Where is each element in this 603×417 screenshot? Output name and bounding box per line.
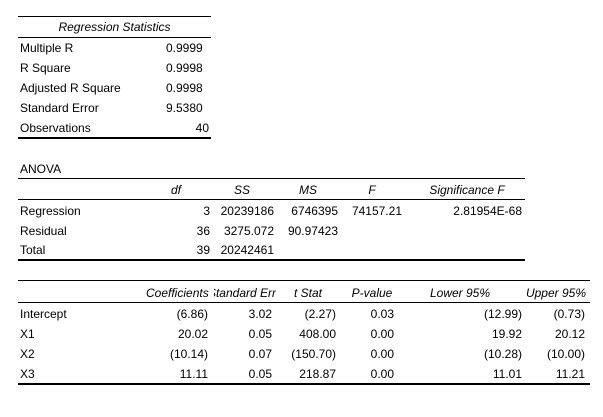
- top-rule: [18, 280, 590, 281]
- coef-p-value: 0.03: [370, 307, 394, 321]
- coef-standard-error: 0.05: [248, 367, 272, 381]
- coef-lower-95: (10.28): [483, 347, 522, 361]
- anova-df: 36: [196, 224, 210, 238]
- bottom-rule: [18, 259, 525, 261]
- coef-upper-95: 11.21: [555, 367, 585, 381]
- coef-value: 11.11: [179, 367, 208, 381]
- coef-standard-error: 3.02: [248, 307, 272, 321]
- coef-lower-95: 11.01: [492, 367, 522, 381]
- stat-value: 40: [195, 121, 209, 135]
- coef-row-label: X2: [20, 347, 35, 361]
- coef-p-value: 0.00: [370, 347, 394, 361]
- anova-header-ms: MS: [299, 183, 317, 197]
- coef-value: (6.86): [176, 307, 208, 321]
- coef-header-t-stat: t Stat: [293, 286, 322, 300]
- stat-label: Adjusted R Square: [20, 81, 121, 95]
- coef-row-label: X3: [20, 367, 35, 381]
- anova-ss: 20239186: [220, 204, 274, 218]
- anova-df: 3: [203, 204, 210, 218]
- top-rule: [18, 178, 525, 179]
- stat-label: Multiple R: [20, 41, 74, 55]
- regression-statistics-title: Regression Statistics: [58, 20, 171, 34]
- anova-row-label: Total: [20, 243, 46, 257]
- coef-header-p-value: P-value: [351, 286, 393, 300]
- coef-value: 20.02: [177, 327, 208, 341]
- stat-value: 0.9998: [166, 61, 203, 75]
- coef-header-lower-95: Lower 95%: [429, 286, 491, 300]
- coef-p-value: 0.00: [370, 327, 394, 341]
- coef-header-coefficients: Coefficients: [146, 286, 209, 300]
- coef-upper-95: 20.12: [554, 327, 585, 341]
- top-rule: [18, 16, 211, 17]
- coef-header-upper-95: Upper 95%: [525, 286, 587, 300]
- coef-row-label: Intercept: [20, 307, 67, 321]
- coef-t-stat: 218.87: [299, 367, 336, 381]
- coef-lower-95: (12.99): [483, 307, 522, 321]
- coef-standard-error: 0.05: [248, 327, 272, 341]
- anova-header-ss: SS: [233, 183, 250, 197]
- coef-upper-95: (10.00): [546, 347, 585, 361]
- anova-f: 74157.21: [351, 204, 402, 218]
- header-rule: [18, 199, 525, 200]
- coef-standard-error: 0.07: [248, 347, 272, 361]
- stat-value: 0.9998: [166, 81, 203, 95]
- anova-ss: 20242461: [220, 243, 274, 257]
- coef-header-standard-error: Standard Err: [214, 286, 276, 300]
- coef-value: (10.14): [169, 347, 208, 361]
- coef-upper-95: (0.73): [553, 307, 585, 321]
- anova-row-label: Regression: [20, 204, 81, 218]
- stat-label: Standard Error: [20, 101, 99, 115]
- anova-df: 39: [196, 243, 210, 257]
- anova-header-df: df: [170, 183, 181, 197]
- header-rule: [18, 302, 590, 303]
- bottom-rule: [18, 137, 211, 139]
- coef-row-label: X1: [20, 327, 35, 341]
- coef-p-value: 0.00: [370, 367, 394, 381]
- anova-header-significance-f: Significance F: [429, 183, 505, 197]
- bottom-rule: [18, 383, 590, 385]
- anova-header-f: F: [368, 183, 376, 197]
- stat-label: Observations: [20, 121, 91, 135]
- coef-lower-95: 19.92: [491, 327, 522, 341]
- coef-t-stat: (150.70): [291, 347, 336, 361]
- stat-label: R Square: [20, 61, 71, 75]
- anova-ms: 90.97423: [287, 224, 338, 238]
- coef-t-stat: 408.00: [299, 327, 336, 341]
- anova-ms: 6746395: [291, 204, 338, 218]
- anova-significance-f: 2.81954E-68: [453, 204, 522, 218]
- anova-title: ANOVA: [20, 162, 62, 176]
- anova-row-label: Residual: [20, 224, 67, 238]
- coef-t-stat: (2.27): [304, 307, 336, 321]
- anova-ss: 3275.072: [223, 224, 274, 238]
- stat-value: 0.9999: [166, 41, 203, 55]
- header-rule: [18, 37, 211, 38]
- stat-value: 9.5380: [166, 101, 203, 115]
